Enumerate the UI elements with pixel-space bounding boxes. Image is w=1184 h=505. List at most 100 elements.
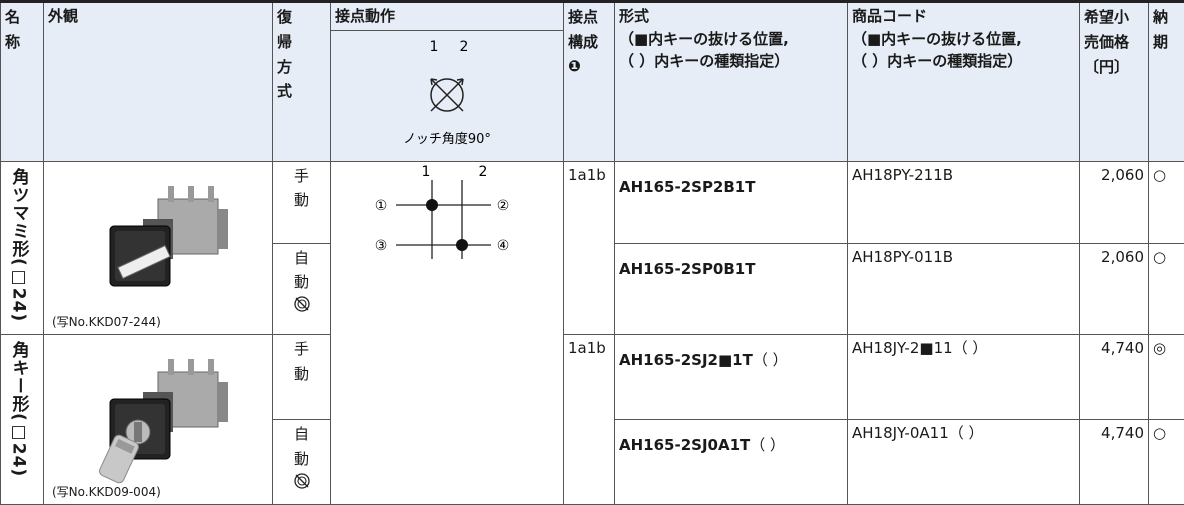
delivery-cell: ○ [1149, 420, 1184, 505]
contact-config: 1a1b [568, 166, 606, 184]
model-suffix: （ ） [753, 351, 788, 369]
header-delivery: 納期 [1153, 5, 1168, 55]
photo-caption: (写No.KKD09-004) [52, 483, 161, 501]
price-cell: 2,060 [1080, 243, 1149, 335]
header-return: 復帰方式 [277, 5, 292, 104]
model-cell: AH165-2SJ0A1T（ ） [615, 420, 848, 505]
contact-diagram: 1 2 ① ② ③ ④ [331, 162, 563, 262]
return-type: 自動 [294, 246, 309, 296]
shape [188, 359, 194, 375]
code-cell: AH18JY-2■11（ ） [848, 335, 1080, 420]
price-cell: 4,740 [1080, 335, 1149, 420]
return-cell: 自動 [273, 420, 331, 505]
name-cell: 角ツマミ形(□24) [1, 161, 44, 335]
header-cell: 名称 [1, 2, 44, 162]
terminal-label: 1 [422, 164, 431, 180]
contact-config: 1a1b [568, 339, 606, 357]
code-cell: AH18JY-0A11（ ） [848, 420, 1080, 505]
return-type: 手動 [294, 164, 309, 214]
header-cell: 復帰方式 [273, 2, 331, 162]
header-model: 形式 [619, 5, 843, 28]
header-code: 商品コード [852, 5, 1075, 28]
notch-angle: ノッチ角度90° [403, 131, 491, 147]
header-code-note: （■内キーの抜ける位置, [852, 28, 1075, 51]
product-code: AH18JY-2■11（ ） [852, 339, 987, 357]
table-body: 角ツマミ形(□24) (写No.KKD07-244) 手動 1 2 ① ② ③ ④ 1a1b AH1… [1, 161, 1184, 505]
delivery-cell: ○ [1149, 161, 1184, 243]
header-config: 接点構成 [568, 5, 598, 55]
shape [168, 186, 174, 202]
shape [208, 359, 214, 375]
header-cell: 接点動作 1 2 ノッチ角度90° [331, 2, 564, 162]
delivery: ◎ [1153, 339, 1166, 357]
header-cell: 外観 [44, 2, 273, 162]
price-cell: 2,060 [1080, 161, 1149, 243]
contact-dot [456, 239, 468, 251]
header-action: 接点動作 [331, 3, 563, 31]
auto-return-icon [293, 295, 311, 313]
contact-label: ② [497, 198, 510, 214]
return-cell: 手動 [273, 335, 331, 420]
shape [208, 186, 214, 202]
photo-cell: (写No.KKD07-244) [44, 161, 273, 335]
shape [168, 359, 174, 375]
delivery: ○ [1153, 248, 1166, 266]
shape [218, 382, 228, 422]
delivery: ○ [1153, 424, 1166, 442]
notch-diagram: 1 2 ノッチ角度90° [331, 31, 563, 161]
shape [134, 422, 142, 442]
contact-dot [426, 199, 438, 211]
price: 2,060 [1101, 248, 1144, 266]
code-cell: AH18PY-011B [848, 243, 1080, 335]
model-cell: AH165-2SP0B1T [615, 243, 848, 335]
model-suffix: （ ） [750, 436, 785, 454]
config-cell: 1a1b [564, 161, 615, 335]
header-cell: 接点構成 ❶ [564, 2, 615, 162]
contact-label: ④ [497, 238, 510, 254]
header-appearance: 外観 [48, 7, 78, 25]
header-price: 希望小売価格〔円〕 [1084, 5, 1129, 79]
auto-return-icon [293, 472, 311, 490]
price: 4,740 [1101, 424, 1144, 442]
terminal-label: 2 [460, 39, 469, 55]
header-name: 名称 [5, 5, 20, 55]
price: 4,740 [1101, 339, 1144, 357]
header-model-note: （■内キーの抜ける位置, [619, 28, 843, 51]
diagram-cell: 1 2 ① ② ③ ④ [331, 161, 564, 505]
header-cell: 納期 [1149, 2, 1184, 162]
photo-caption: (写No.KKD07-244) [52, 313, 161, 331]
name-cell: 角キー形(□24) [1, 335, 44, 505]
price: 2,060 [1101, 166, 1144, 184]
shape [218, 209, 228, 249]
model: AH165-2SJ2■1T [619, 351, 753, 369]
product-code: AH18PY-211B [852, 166, 953, 184]
header-config-note: ❶ [568, 57, 581, 75]
price-cell: 4,740 [1080, 420, 1149, 505]
product-photo [48, 337, 268, 487]
model-cell: AH165-2SP2B1T [615, 161, 848, 243]
model-cell: AH165-2SJ2■1T（ ） [615, 335, 848, 420]
model: AH165-2SJ0A1T [619, 436, 750, 454]
product-code: AH18PY-011B [852, 248, 953, 266]
product-code: AH18JY-0A11（ ） [852, 424, 984, 442]
return-cell: 手動 [273, 161, 331, 243]
terminal-label: 2 [479, 164, 488, 180]
header-code-note: （ ）内キーの種類指定） [852, 50, 1075, 73]
product-name: 角ツマミ形(□24) [5, 168, 31, 322]
return-type: 自動 [294, 422, 309, 472]
header-model-note: （ ）内キーの種類指定） [619, 50, 843, 73]
contact-label: ① [375, 198, 388, 214]
code-cell: AH18PY-211B [848, 161, 1080, 243]
delivery: ○ [1153, 166, 1166, 184]
product-name: 角キー形(□24) [5, 341, 31, 477]
header-cell: 商品コード（■内キーの抜ける位置,（ ）内キーの種類指定） [848, 2, 1080, 162]
delivery-cell: ◎ [1149, 335, 1184, 420]
delivery-cell: ○ [1149, 243, 1184, 335]
model: AH165-2SP0B1T [619, 260, 755, 278]
header-cell: 希望小売価格〔円〕 [1080, 2, 1149, 162]
contact-label: ③ [375, 238, 388, 254]
